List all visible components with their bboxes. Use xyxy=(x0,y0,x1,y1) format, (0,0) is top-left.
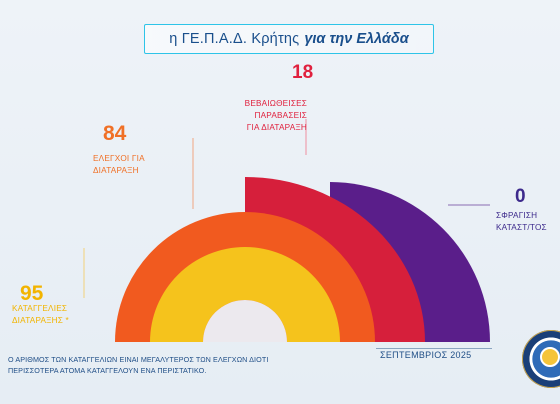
caption-violations: ΒΕΒΑΙΩΘΕΙΣΕΣ ΠΑΡΑΒΑΣΕΙΣ ΓΙΑ ΔΙΑΤΑΡΑΞΗ xyxy=(227,98,307,134)
value-label-closures: 0 xyxy=(515,186,526,207)
title-light-part: η ΓΕ.Π.Α.Δ. Κρήτης xyxy=(169,31,300,47)
footnote-line1: Ο ΑΡΙΘΜΟΣ ΤΩΝ ΚΑΤΑΓΓΕΛΙΩΝ ΕΙΝΑΙ ΜΕΓΑΛΥΤΕ… xyxy=(8,355,269,364)
value-label-checks: 84 xyxy=(103,122,127,145)
bar-complaints xyxy=(150,247,340,342)
footnote-line2: ΠΕΡΙΣΣΟΤΕΡΑ ΑΤΟΜΑ ΚΑΤΑΓΓΕΛΟΥΝ ΕΝΑ ΠΕΡΙΣΤ… xyxy=(8,365,207,375)
title-bold-part: για την Ελλάδα xyxy=(304,31,409,47)
caption-violations-line1: ΒΕΒΑΙΩΘΕΙΣΕΣ xyxy=(244,99,307,108)
footnote: Ο ΑΡΙΘΜΟΣ ΤΩΝ ΚΑΤΑΓΓΕΛΙΩΝ ΕΙΝΑΙ ΜΕΓΑΛΥΤΕ… xyxy=(8,355,298,376)
caption-complaints-line2: ΔΙΑΤΑΡΑΞΗΣ * xyxy=(12,316,69,325)
month-divider xyxy=(376,348,492,349)
bar-complaints-hole xyxy=(203,300,287,342)
page-title: η ΓΕ.Π.Α.Δ. Κρήτης για την Ελλάδα xyxy=(144,24,434,54)
seal-emblem-icon xyxy=(540,347,560,367)
caption-complaints: ΚΑΤΑΓΓΕΛΙΕΣ ΔΙΑΤΑΡΑΞΗΣ * xyxy=(12,303,69,327)
value-label-complaints: 95 xyxy=(20,282,44,305)
caption-checks: ΕΛΕΓΧΟΙ ΓΙΑ ΔΙΑΤΑΡΑΞΗ xyxy=(93,153,145,177)
caption-violations-line3: ΓΙΑ ΔΙΑΤΑΡΑΞΗ xyxy=(246,123,307,132)
caption-complaints-line1: ΚΑΤΑΓΓΕΛΙΕΣ xyxy=(12,304,68,313)
caption-closures: ΣΦΡΑΓΙΣΗ ΚΑΤΑΣΤ/ΤΟΣ xyxy=(496,210,547,234)
caption-closures-line1: ΣΦΡΑΓΙΣΗ xyxy=(496,211,538,220)
caption-checks-line1: ΕΛΕΓΧΟΙ ΓΙΑ xyxy=(93,154,145,163)
caption-violations-line2: ΠΑΡΑΒΑΣΕΙΣ xyxy=(254,111,307,120)
caption-closures-line2: ΚΑΤΑΣΤ/ΤΟΣ xyxy=(496,223,547,232)
caption-checks-line2: ΔΙΑΤΑΡΑΞΗ xyxy=(93,166,139,175)
month-label: ΣΕΠΤΕΜΒΡΙΟΣ 2025 xyxy=(380,350,472,360)
value-label-violations: 18 xyxy=(292,62,314,83)
